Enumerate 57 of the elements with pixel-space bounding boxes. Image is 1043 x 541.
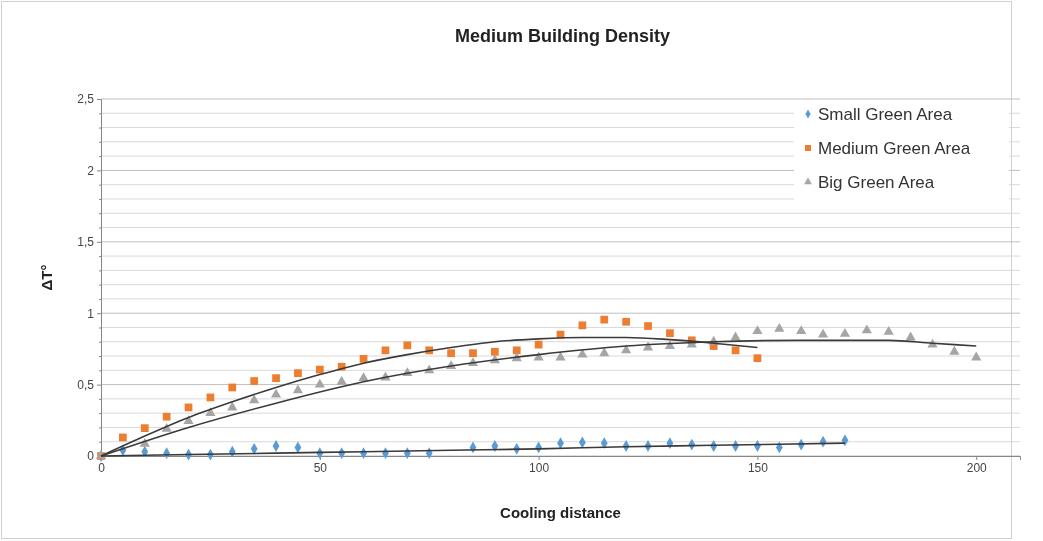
point <box>622 317 631 326</box>
point <box>644 322 652 330</box>
point <box>336 375 347 385</box>
point <box>162 412 171 421</box>
point <box>599 347 610 357</box>
legend-label: Medium Green Area <box>818 139 971 158</box>
point <box>774 323 785 332</box>
x-tick-label: 100 <box>529 460 550 475</box>
y-axis-title: ΔT° <box>38 264 55 291</box>
point <box>752 325 763 334</box>
point <box>861 324 872 334</box>
point <box>358 372 369 382</box>
point <box>249 394 260 404</box>
y-tick-label: 2,5 <box>77 92 95 107</box>
point <box>730 331 741 341</box>
point <box>469 349 477 358</box>
point <box>447 349 455 358</box>
point <box>315 365 324 374</box>
point <box>250 377 259 385</box>
point <box>228 383 237 392</box>
point <box>839 328 851 337</box>
point <box>119 433 127 442</box>
chart-title: Medium Building Density <box>454 26 671 46</box>
point <box>578 321 587 330</box>
point <box>577 348 588 358</box>
point <box>403 341 412 350</box>
legend-label: Big Green Area <box>818 173 935 192</box>
point <box>140 424 149 433</box>
x-tick-label: 50 <box>313 460 328 475</box>
point <box>949 345 960 355</box>
point <box>905 331 916 341</box>
point <box>796 325 807 334</box>
y-tick-label: 0 <box>87 449 95 464</box>
y-tick-label: 1 <box>87 306 95 321</box>
point <box>512 346 521 355</box>
point <box>490 347 499 356</box>
point <box>666 329 674 338</box>
x-axis-title: Cooling distance <box>500 504 621 521</box>
legend-label: Small Green Area <box>818 105 953 124</box>
x-tick-label: 200 <box>966 460 988 475</box>
point <box>381 346 390 355</box>
y-tick-label: 0,5 <box>77 377 95 392</box>
point <box>272 374 280 383</box>
point <box>292 384 304 394</box>
x-tick-label: 150 <box>747 460 769 475</box>
point <box>270 388 282 398</box>
point <box>600 315 609 324</box>
point <box>817 328 829 338</box>
point <box>731 346 740 355</box>
y-tick-label: 1,5 <box>77 235 95 250</box>
point <box>753 354 762 363</box>
point <box>883 325 894 335</box>
point <box>314 378 325 388</box>
y-tick-label: 2 <box>87 163 95 178</box>
x-tick-label: 0 <box>98 460 106 475</box>
point <box>227 401 238 411</box>
point <box>294 369 302 378</box>
